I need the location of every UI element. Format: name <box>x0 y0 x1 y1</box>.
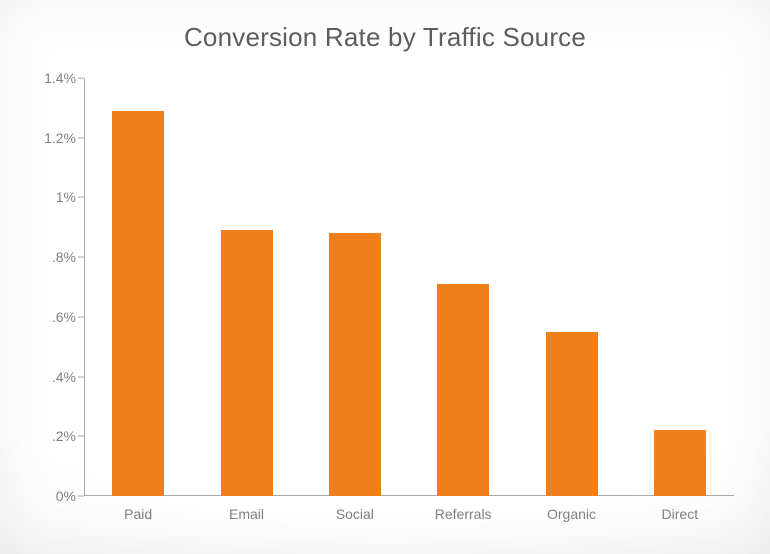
x-tick-label: Paid <box>124 496 152 522</box>
x-tick-label: Organic <box>547 496 596 522</box>
y-tick-label: .2% <box>52 428 84 444</box>
y-tick-label: 1% <box>56 189 84 205</box>
y-tick-label: 1.4% <box>44 70 84 86</box>
x-tick-label: Social <box>336 496 374 522</box>
bar-paid <box>112 111 164 496</box>
x-tick-label: Email <box>229 496 264 522</box>
y-axis <box>84 78 85 496</box>
bar-social <box>329 233 381 496</box>
y-tick-label: .8% <box>52 249 84 265</box>
y-tick-label: .6% <box>52 309 84 325</box>
x-tick-label: Referrals <box>435 496 492 522</box>
y-tick-label: 1.2% <box>44 130 84 146</box>
x-tick-label: Direct <box>662 496 699 522</box>
y-tick-label: .4% <box>52 369 84 385</box>
bar-organic <box>546 332 598 496</box>
bar-email <box>221 230 273 496</box>
plot-area: 0%.2%.4%.6%.8%1%1.2%1.4%PaidEmailSocialR… <box>84 78 734 496</box>
x-axis <box>84 495 734 496</box>
y-tick-label: 0% <box>56 488 84 504</box>
bar-referrals <box>437 284 489 496</box>
chart-container: Conversion Rate by Traffic Source 0%.2%.… <box>0 0 770 554</box>
bar-direct <box>654 430 706 496</box>
chart-title: Conversion Rate by Traffic Source <box>0 22 770 53</box>
